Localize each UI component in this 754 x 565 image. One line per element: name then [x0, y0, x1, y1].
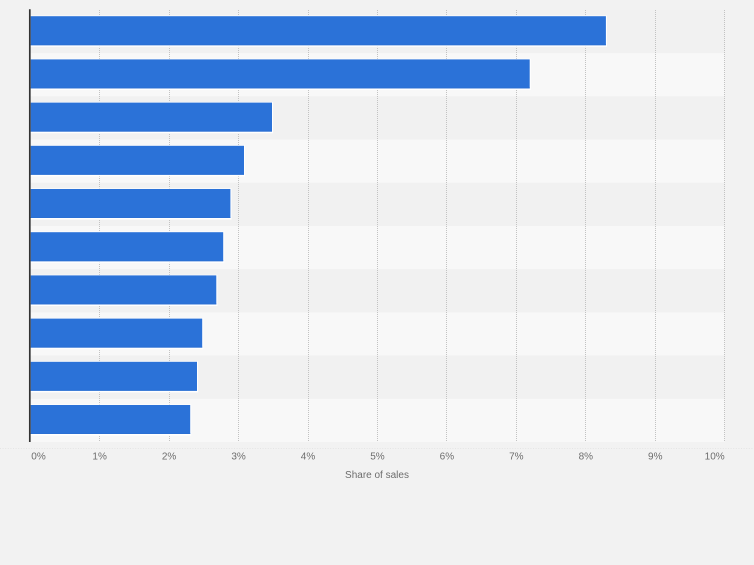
svg-text:3%: 3% [231, 452, 246, 463]
svg-text:8%: 8% [579, 452, 594, 463]
svg-text:5%: 5% [370, 452, 385, 463]
svg-text:4%: 4% [301, 452, 316, 463]
svg-text:2%: 2% [162, 452, 177, 463]
svg-text:10%: 10% [705, 452, 725, 463]
svg-text:0%: 0% [31, 452, 46, 463]
svg-text:1%: 1% [92, 452, 107, 463]
svg-text:7%: 7% [509, 452, 524, 463]
svg-text:6%: 6% [440, 452, 455, 463]
svg-text:Share of sales: Share of sales [345, 470, 409, 481]
svg-text:9%: 9% [648, 452, 663, 463]
